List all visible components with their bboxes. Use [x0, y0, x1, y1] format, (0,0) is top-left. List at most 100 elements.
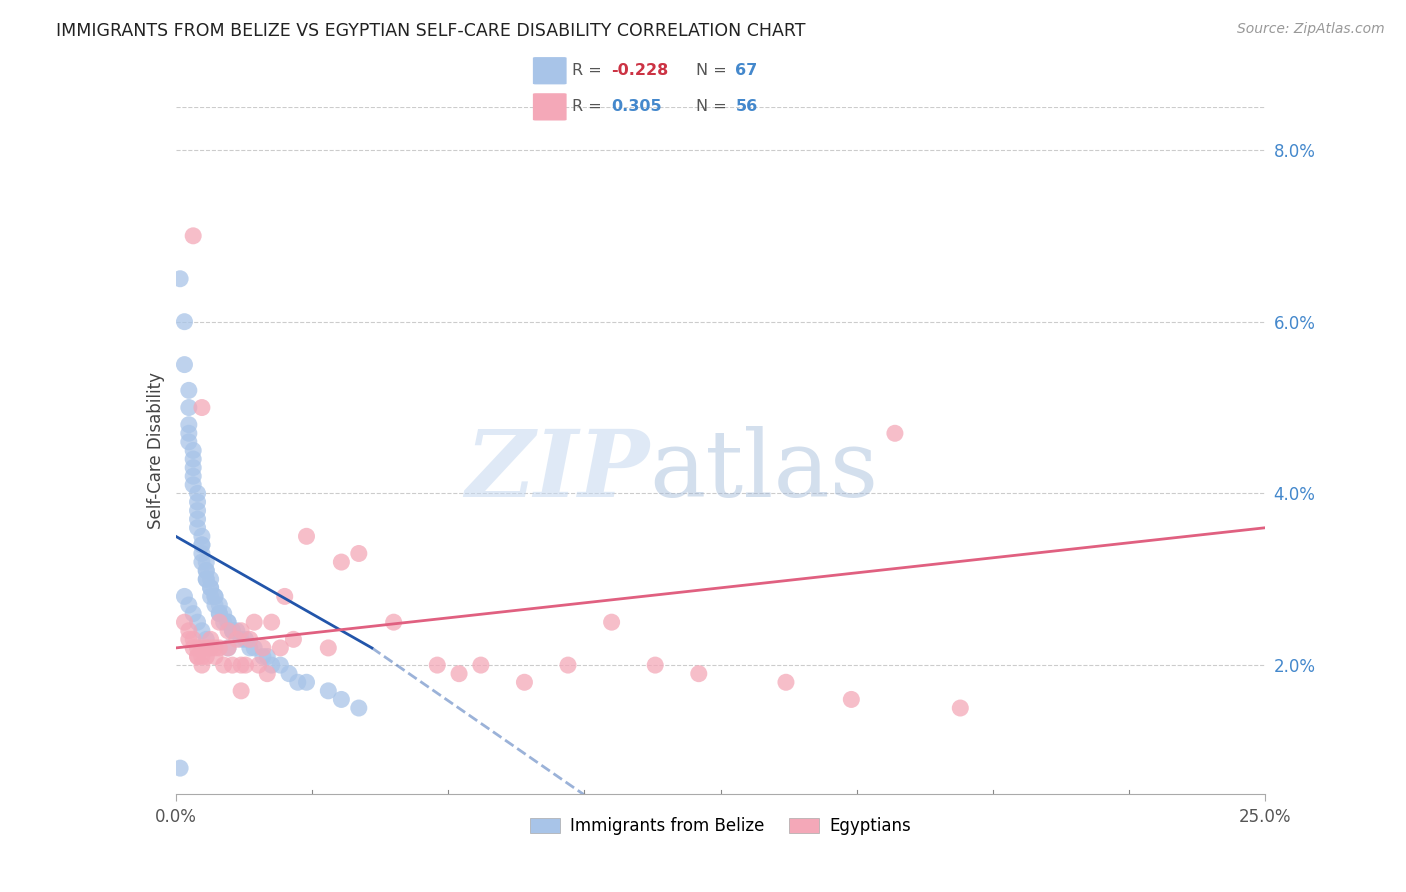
- Text: ZIP: ZIP: [465, 426, 650, 516]
- Point: [269, 640, 291, 655]
- Point: [177, 426, 200, 441]
- Point: [191, 538, 214, 552]
- Point: [225, 632, 247, 647]
- Point: [330, 555, 353, 569]
- Point: [252, 649, 274, 664]
- Point: [181, 460, 204, 475]
- Point: [181, 478, 204, 492]
- Point: [191, 401, 214, 415]
- Point: [195, 632, 218, 647]
- Point: [195, 640, 218, 655]
- Point: [426, 658, 449, 673]
- Point: [195, 564, 218, 578]
- Point: [173, 590, 195, 604]
- Point: [208, 607, 231, 621]
- Point: [181, 228, 204, 243]
- Point: [177, 632, 200, 647]
- Point: [195, 555, 218, 569]
- Legend: Immigrants from Belize, Egyptians: Immigrants from Belize, Egyptians: [523, 811, 918, 842]
- Point: [884, 426, 907, 441]
- Point: [269, 658, 291, 673]
- Point: [191, 658, 214, 673]
- Point: [186, 495, 209, 509]
- Point: [644, 658, 666, 673]
- Point: [447, 666, 470, 681]
- Point: [181, 640, 204, 655]
- Point: [186, 640, 209, 655]
- Point: [775, 675, 797, 690]
- Point: [557, 658, 579, 673]
- Point: [283, 632, 305, 647]
- Point: [225, 624, 247, 638]
- Text: -0.228: -0.228: [612, 63, 669, 78]
- Point: [177, 384, 200, 398]
- Y-axis label: Self-Care Disability: Self-Care Disability: [146, 372, 165, 529]
- Point: [186, 615, 209, 630]
- Point: [949, 701, 972, 715]
- Point: [231, 632, 253, 647]
- Point: [212, 615, 235, 630]
- Point: [217, 640, 239, 655]
- Point: [186, 512, 209, 526]
- Point: [239, 640, 262, 655]
- Point: [212, 658, 235, 673]
- Point: [347, 546, 370, 561]
- Point: [204, 590, 226, 604]
- Point: [330, 692, 353, 706]
- Point: [221, 658, 243, 673]
- Text: Source: ZipAtlas.com: Source: ZipAtlas.com: [1237, 22, 1385, 37]
- Point: [208, 615, 231, 630]
- Point: [208, 598, 231, 612]
- Point: [177, 624, 200, 638]
- Point: [231, 624, 253, 638]
- Text: 56: 56: [735, 99, 758, 114]
- Point: [191, 538, 214, 552]
- Text: 0.305: 0.305: [612, 99, 662, 114]
- Point: [204, 640, 226, 655]
- Text: N =: N =: [696, 99, 727, 114]
- Point: [191, 649, 214, 664]
- Text: R =: R =: [572, 63, 602, 78]
- Point: [295, 529, 318, 543]
- Point: [470, 658, 492, 673]
- Point: [181, 632, 204, 647]
- Point: [191, 640, 214, 655]
- Point: [688, 666, 710, 681]
- Point: [841, 692, 863, 706]
- Text: 67: 67: [735, 63, 758, 78]
- Point: [204, 590, 226, 604]
- Point: [195, 572, 218, 586]
- Point: [200, 572, 222, 586]
- Point: [212, 607, 235, 621]
- Point: [200, 590, 222, 604]
- Point: [186, 521, 209, 535]
- Point: [177, 434, 200, 449]
- Text: N =: N =: [696, 63, 727, 78]
- Point: [181, 469, 204, 483]
- Point: [217, 615, 239, 630]
- Point: [191, 555, 214, 569]
- Point: [186, 486, 209, 500]
- Point: [173, 358, 195, 372]
- Point: [239, 632, 262, 647]
- Point: [200, 632, 222, 647]
- Point: [221, 624, 243, 638]
- Point: [600, 615, 623, 630]
- Point: [181, 443, 204, 458]
- Point: [200, 581, 222, 595]
- Point: [191, 624, 214, 638]
- Point: [186, 649, 209, 664]
- Text: R =: R =: [572, 99, 602, 114]
- Point: [204, 598, 226, 612]
- Point: [195, 649, 218, 664]
- Point: [177, 401, 200, 415]
- Point: [181, 452, 204, 467]
- Point: [382, 615, 405, 630]
- Point: [256, 666, 278, 681]
- Point: [204, 649, 226, 664]
- Point: [195, 572, 218, 586]
- FancyBboxPatch shape: [533, 57, 567, 85]
- Point: [318, 640, 340, 655]
- Point: [173, 315, 195, 329]
- Point: [231, 683, 253, 698]
